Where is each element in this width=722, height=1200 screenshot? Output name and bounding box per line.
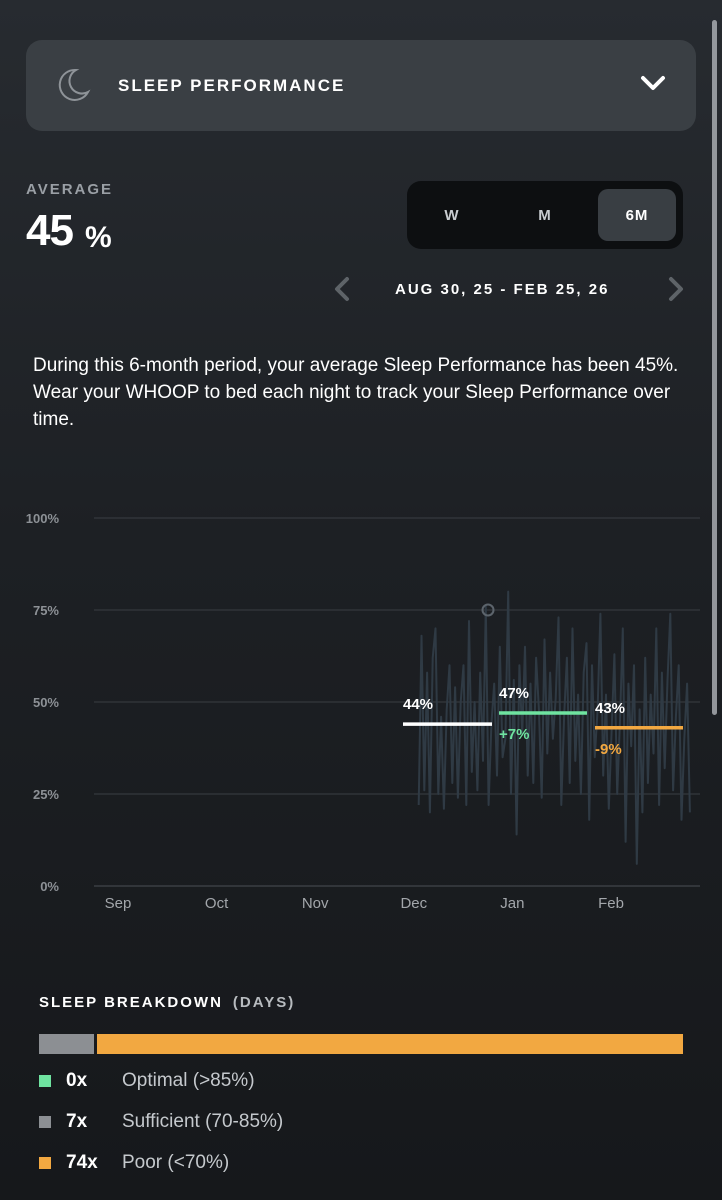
breakdown-title-text: SLEEP BREAKDOWN (39, 994, 223, 1011)
optimal-label: Optimal (>85%) (122, 1070, 255, 1091)
sufficient-count: 7x (66, 1111, 88, 1132)
scrollbar[interactable] (712, 20, 717, 715)
average-label: AVERAGE (26, 181, 114, 198)
tab-six-months[interactable]: 6M (598, 189, 676, 241)
period-description: During this 6-month period, your average… (33, 355, 679, 430)
y-tick-label: 0% (40, 879, 59, 894)
next-period-arrow-icon[interactable] (665, 275, 687, 303)
monthly-average-label: 47% (499, 685, 529, 702)
x-tick-label: Oct (205, 895, 229, 912)
sufficient-swatch (39, 1116, 51, 1128)
poor-label: Poor (<70%) (122, 1152, 230, 1173)
x-tick-label: Feb (598, 895, 624, 912)
previous-period-arrow-icon[interactable] (331, 275, 353, 303)
tab-month[interactable]: M (538, 206, 552, 224)
chevron-down-icon[interactable] (639, 73, 667, 93)
legend-optimal: 0x Optimal (>85%) (39, 1068, 255, 1094)
y-tick-label: 75% (33, 603, 59, 618)
sleep-performance-dropdown[interactable] (26, 40, 696, 131)
sleep-breakdown-title: SLEEP BREAKDOWN (DAYS) (39, 994, 295, 1011)
optimal-swatch (39, 1075, 51, 1087)
sufficient-label: Sufficient (70-85%) (122, 1111, 284, 1132)
y-tick-label: 50% (33, 695, 59, 710)
y-tick-label: 100% (26, 511, 60, 526)
x-tick-label: Sep (105, 895, 132, 912)
monthly-change-label: -9% (595, 741, 622, 758)
poor-swatch (39, 1157, 51, 1169)
breakdown-segment-sufficient (39, 1034, 95, 1054)
monthly-change-label: +7% (499, 726, 529, 743)
x-tick-label: Nov (302, 895, 329, 912)
y-tick-label: 25% (33, 787, 59, 802)
breakdown-unit: (DAYS) (232, 994, 296, 1011)
legend-poor: 74x Poor (<70%) (39, 1150, 229, 1176)
monthly-average-label: 44% (403, 696, 433, 713)
optimal-count: 0x (66, 1070, 88, 1091)
selected-point-marker (481, 603, 495, 617)
average-value: 45 (26, 206, 74, 255)
average-unit: % (85, 221, 112, 254)
monthly-average-label: 43% (595, 700, 625, 717)
breakdown-bar (39, 1034, 683, 1054)
time-range-selector: W M 6M (407, 181, 683, 249)
moon-icon (58, 68, 91, 101)
date-range-label: AUG 30, 25 - FEB 25, 26 (395, 281, 610, 298)
sleep-performance-chart: 100% 75% 50% 25% 0% Sep Oct Nov Dec Jan Feb 44% 47% +… (26, 511, 700, 912)
dropdown-title: SLEEP PERFORMANCE (118, 76, 346, 95)
breakdown-segment-poor (97, 1034, 683, 1054)
x-tick-label: Jan (500, 895, 524, 912)
tab-week[interactable]: W (444, 206, 460, 224)
daily-sleep-line (417, 590, 691, 865)
x-tick-label: Dec (400, 895, 427, 912)
poor-count: 74x (66, 1152, 98, 1173)
legend-sufficient: 7x Sufficient (70-85%) (39, 1109, 283, 1135)
